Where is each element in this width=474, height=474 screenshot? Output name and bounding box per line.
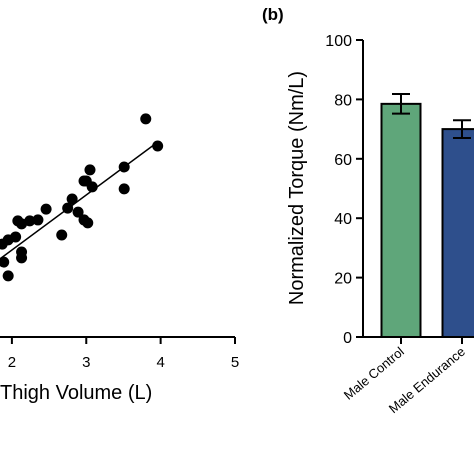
point	[0, 256, 10, 268]
point	[32, 214, 44, 226]
point	[72, 206, 84, 218]
trend-line	[0, 141, 159, 260]
panel-label: (b)	[262, 5, 284, 24]
point	[56, 229, 68, 241]
x-axis-label: Thigh Volume (L)	[0, 382, 152, 404]
point	[0, 238, 8, 250]
x-tick-label: 4	[156, 354, 164, 371]
point	[66, 193, 78, 205]
x-tick-label: 5	[231, 354, 239, 371]
y-tick-label: 80	[334, 92, 352, 109]
point	[2, 270, 14, 282]
point	[86, 181, 98, 193]
scatter-plot	[0, 113, 164, 282]
point	[118, 161, 130, 173]
x-tick-label: 3	[82, 354, 90, 371]
y-tick-label: 60	[334, 152, 352, 169]
x-tick-label: Male Control	[341, 344, 407, 403]
point	[140, 113, 152, 125]
point	[152, 140, 164, 152]
point	[40, 203, 52, 215]
bar	[441, 128, 474, 338]
y-tick-label: 40	[334, 211, 352, 228]
point	[82, 217, 94, 229]
y-axis-label: Normalized Torque (Nm/L)	[286, 71, 308, 305]
y-tick-label: 100	[325, 33, 352, 50]
x-tick-label: 2	[8, 354, 16, 371]
point	[62, 202, 74, 214]
point	[16, 218, 28, 230]
point	[78, 175, 90, 187]
point	[84, 164, 96, 176]
point	[118, 183, 130, 195]
y-tick-label: 20	[334, 271, 352, 288]
bar	[380, 102, 422, 339]
y-tick-label: 0	[343, 330, 352, 347]
point	[16, 252, 28, 264]
